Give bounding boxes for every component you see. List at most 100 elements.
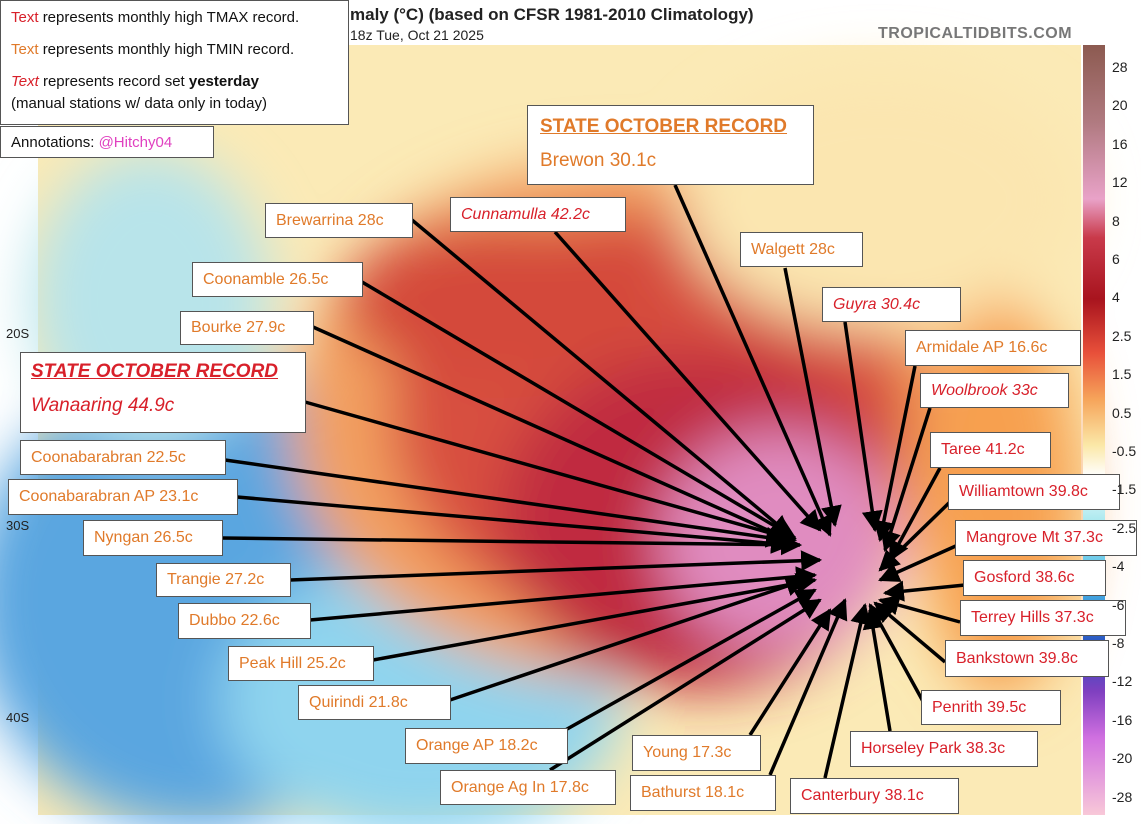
arrow — [304, 400, 798, 545]
station-label: Brewarrina 28c — [265, 203, 413, 238]
arrow — [312, 325, 792, 542]
arrow — [823, 602, 871, 779]
arrow — [843, 321, 883, 533]
arrow — [873, 365, 917, 543]
annotations-label: Annotations: — [11, 133, 95, 151]
station-label: Guyra 30.4c — [822, 287, 961, 322]
legend-item: Text represents monthly high TMIN record… — [11, 39, 338, 61]
latitude-label: 20S — [6, 326, 30, 341]
station-label: Bathurst 18.1c — [630, 775, 776, 811]
annotations-handle: @Hitchy04 — [98, 133, 173, 151]
colorbar-tick-label: -8 — [1112, 635, 1125, 651]
station-label: Penrith 39.5c — [921, 690, 1061, 725]
station-label: Peak Hill 25.2c — [228, 646, 374, 681]
colorbar-tick-label: 16 — [1112, 135, 1128, 152]
arrow — [878, 498, 954, 572]
arrow — [783, 267, 842, 528]
legend-text: represents monthly high TMIN record. — [42, 41, 295, 58]
colorbar-tick-label: -28 — [1112, 788, 1133, 805]
arrow — [449, 576, 807, 702]
record-station: Wanaaring 44.9c — [31, 395, 175, 416]
arrow — [236, 495, 793, 554]
station-label: Bourke 27.9c — [180, 311, 314, 345]
station-label: Taree 41.2c — [930, 432, 1051, 468]
record-heading: STATE OCTOBER RECORD — [31, 361, 279, 382]
record-box: STATE OCTOBER RECORD Brewon 30.1c — [527, 105, 814, 185]
arrow — [309, 566, 818, 622]
arrow — [880, 407, 932, 553]
record-heading: STATE OCTOBER RECORD — [540, 116, 788, 137]
station-label: Mangrove Mt 37.3c — [955, 520, 1137, 556]
record-station: Brewon 30.1c — [540, 150, 657, 171]
legend-item: Text represents record set yesterday — [11, 71, 338, 93]
station-label: Coonamble 26.5c — [192, 262, 363, 297]
station-label: Armidale AP 16.6c — [905, 330, 1081, 366]
station-label: Quirindi 21.8c — [298, 685, 451, 720]
colorbar-tick-label: -2.5 — [1112, 519, 1137, 536]
legend-text: represents monthly high TMAX record. — [42, 9, 300, 26]
subtitle: 18z Tue, Oct 21 2025 — [350, 27, 484, 43]
latitude-label: 40S — [6, 710, 30, 725]
station-label: Coonabarabran 22.5c — [20, 440, 226, 475]
station-label: Horseley Park 38.3c — [850, 731, 1038, 767]
arrow — [553, 230, 822, 532]
colorbar-tick-label: -1.5 — [1112, 481, 1137, 498]
colorbar-tick-label: 28 — [1112, 59, 1128, 75]
arrow — [289, 550, 823, 582]
legend: Text represents monthly high TMAX record… — [0, 0, 349, 125]
arrow — [224, 458, 788, 548]
colorbar — [1083, 45, 1105, 815]
title: maly (°C) (based on CFSR 1981-2010 Clima… — [350, 5, 754, 24]
arrow — [882, 580, 966, 602]
legend-note: (manual stations w/ data only in today) — [11, 95, 267, 112]
colorbar-tick-label: 2.5 — [1112, 327, 1132, 344]
arrow — [888, 467, 942, 562]
station-label: Bankstown 39.8c — [945, 640, 1109, 677]
legend-item: Text represents monthly high TMAX record… — [11, 7, 338, 29]
colorbar-tick-label: -12 — [1112, 673, 1133, 690]
colorbar-tick-label: -4 — [1112, 558, 1125, 575]
record-box: STATE OCTOBER RECORD Wanaaring 44.9c — [20, 352, 306, 433]
station-label: Gosford 38.6c — [963, 560, 1106, 596]
annotations: Annotations: @Hitchy04 — [0, 126, 214, 158]
arrow — [748, 608, 832, 736]
station-label: Cunnamulla 42.2c — [450, 197, 626, 232]
arrow — [768, 598, 848, 776]
station-label: Orange AP 18.2c — [405, 728, 568, 764]
station-label: Nyngan 26.5c — [83, 520, 223, 556]
colorbar-tick-label: -16 — [1112, 711, 1133, 728]
arrow — [361, 280, 797, 540]
colorbar-tick-label: 8 — [1112, 212, 1120, 229]
legend-emphasis: yesterday — [188, 73, 259, 90]
station-label: Orange Ag In 17.8c — [440, 770, 616, 805]
legend-marker: Text — [11, 41, 39, 58]
legend-marker: Text — [11, 9, 39, 26]
arrow — [673, 184, 832, 537]
colorbar-tick-label: -20 — [1112, 750, 1133, 767]
station-label: Young 17.3c — [632, 735, 761, 771]
station-label: Coonabarabran AP 23.1c — [8, 479, 238, 515]
arrow — [221, 534, 803, 556]
arrow — [559, 588, 817, 735]
station-label: Woolbrook 33c — [920, 373, 1069, 408]
latitude-label: 30S — [6, 518, 30, 533]
colorbar-tick-label: 6 — [1112, 251, 1120, 267]
station-label: Walgett 28c — [740, 232, 863, 267]
station-label: Canterbury 38.1c — [790, 778, 959, 814]
colorbar-tick-label: -6 — [1112, 596, 1125, 613]
colorbar-tick-label: 12 — [1112, 174, 1128, 191]
colorbar-tick-label: -0.5 — [1112, 443, 1137, 459]
colorbar-tick-label: 4 — [1112, 289, 1120, 306]
arrow — [410, 218, 792, 537]
station-label: Trangie 27.2c — [156, 563, 291, 597]
arrow — [878, 543, 959, 582]
station-label: Terrey Hills 37.3c — [960, 600, 1126, 636]
site: TROPICALTIDBITS.COM — [878, 25, 1073, 42]
arrow — [549, 598, 822, 772]
legend-marker: Text — [11, 73, 39, 90]
arrow — [862, 607, 892, 732]
station-label: Dubbo 22.6c — [178, 603, 311, 639]
station-label: Williamtown 39.8c — [948, 474, 1120, 510]
colorbar-tick-label: 20 — [1112, 97, 1128, 114]
